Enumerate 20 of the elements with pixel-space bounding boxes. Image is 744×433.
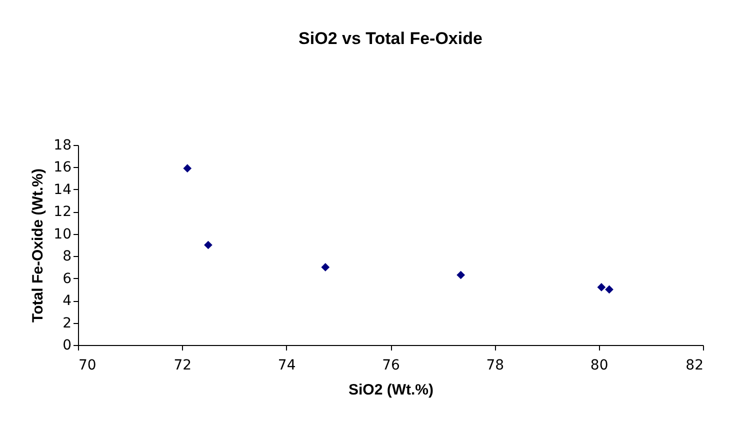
- y-axis-title: Total Fe-Oxide (Wt.%): [30, 168, 47, 322]
- y-tick-label: 4: [62, 293, 72, 310]
- y-tick-label: 12: [54, 204, 72, 220]
- y-tick-label: 10: [54, 226, 72, 242]
- y-tick-label: 16: [54, 160, 72, 176]
- y-tick-label: 14: [54, 182, 72, 198]
- y-tick-label: 0: [62, 338, 72, 354]
- chart-title: SiO2 vs Total Fe-Oxide: [298, 29, 482, 48]
- x-tick-label: 80: [590, 358, 608, 374]
- x-tick-label: 76: [382, 358, 400, 374]
- y-tick-label: 18: [54, 138, 72, 154]
- x-tick-label: 72: [174, 358, 192, 374]
- x-tick-label: 70: [78, 358, 96, 374]
- x-axis-title: SiO2 (Wt.%): [348, 382, 434, 398]
- y-tick-label: 2: [62, 315, 72, 332]
- y-tick-label: 6: [62, 270, 72, 287]
- y-tick-label: 8: [62, 248, 72, 265]
- x-tick-label: 82: [686, 358, 704, 374]
- x-tick-label: 78: [486, 358, 504, 374]
- x-tick-label: 74: [278, 358, 296, 374]
